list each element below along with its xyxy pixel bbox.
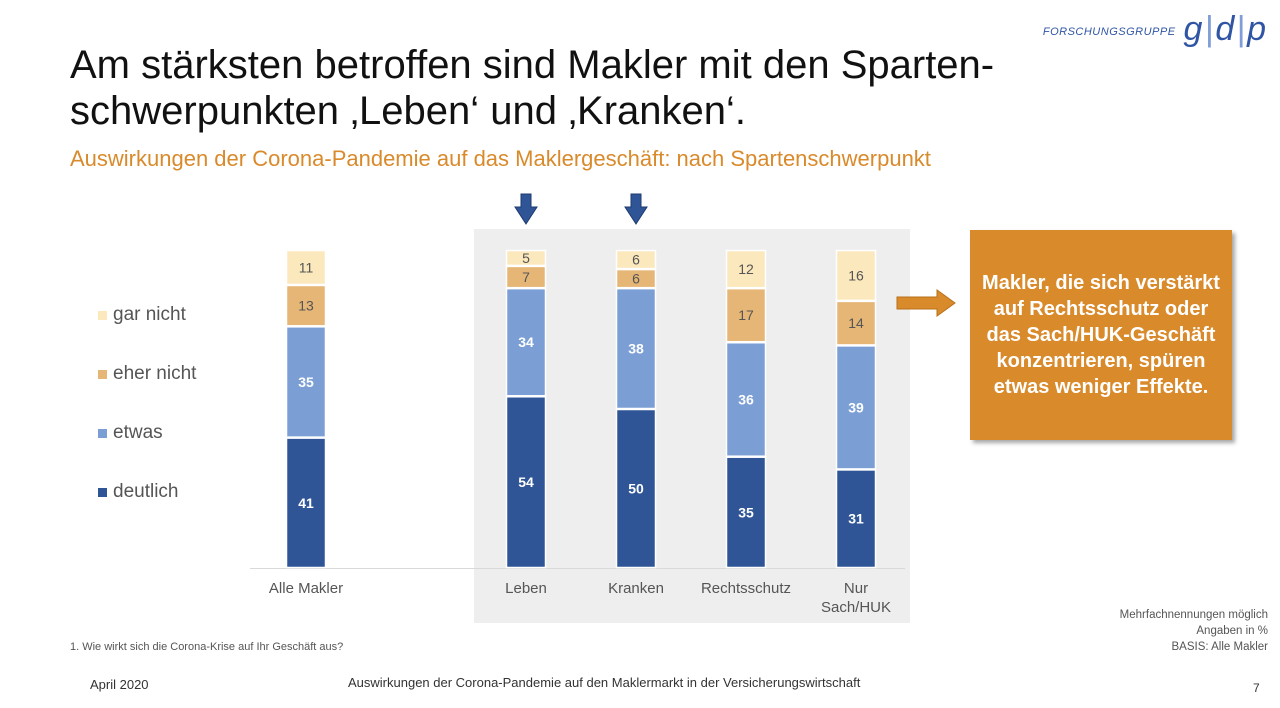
data-label-kranken-gar-nicht: 6 bbox=[632, 252, 640, 268]
data-label-nur-sach-huk-gar-nicht: 16 bbox=[848, 267, 864, 283]
data-label-rechtsschutz-etwas: 36 bbox=[738, 391, 754, 407]
data-label-rechtsschutz-deutlich: 35 bbox=[738, 504, 754, 520]
logo-letter-d: d bbox=[1215, 10, 1235, 48]
legend-label-gar-nicht: gar nicht bbox=[113, 304, 186, 325]
bar-kranken-eher-nicht bbox=[615, 268, 657, 289]
data-label-leben-etwas: 34 bbox=[518, 334, 534, 350]
bar-alle-makler-etwas bbox=[285, 326, 327, 438]
slide-title-line2: schwerpunkten ‚Leben‘ und ‚Kranken‘. bbox=[70, 89, 746, 133]
data-label-rechtsschutz-eher-nicht: 17 bbox=[738, 307, 754, 323]
logo: FORSCHUNGSGRUPPE g|d|p bbox=[1042, 10, 1266, 48]
highlight-arrow-leben bbox=[514, 193, 538, 225]
bar-nur-sach-huk-deutlich bbox=[835, 469, 877, 569]
note-multiple-answers: Mehrfachnennungen möglich bbox=[1119, 609, 1268, 621]
slide-subtitle: Auswirkungen der Corona-Pandemie auf das… bbox=[70, 146, 931, 171]
bar-kranken-etwas bbox=[615, 287, 657, 410]
bar-nur-sach-huk-gar-nicht bbox=[835, 249, 877, 302]
category-label-rechtsschutz: Rechtsschutz bbox=[701, 580, 791, 597]
category-label-nur-sach-huk-line1: Nur bbox=[844, 580, 868, 597]
footer-date: April 2020 bbox=[90, 677, 149, 692]
data-label-nur-sach-huk-eher-nicht: 14 bbox=[848, 315, 864, 331]
bar-leben-deutlich bbox=[505, 396, 547, 569]
data-label-alle-makler-gar-nicht: 11 bbox=[299, 259, 314, 275]
data-label-nur-sach-huk-etwas: 39 bbox=[848, 399, 864, 415]
legend-item-deutlich: deutlich bbox=[98, 481, 179, 503]
logo-small-text: FORSCHUNGSGRUPPE bbox=[1042, 26, 1176, 38]
legend-swatch-deutlich bbox=[98, 487, 107, 497]
notes-box: Mehrfachnennungen möglich Angaben in % B… bbox=[1120, 607, 1268, 655]
data-label-nur-sach-huk-deutlich: 31 bbox=[848, 511, 864, 527]
category-label-nur-sach-huk-line2: Sach/HUK bbox=[821, 599, 891, 616]
logo-letter-g: g bbox=[1183, 10, 1203, 48]
callout-box: Makler, die sich verstärkt auf Rechtssch… bbox=[970, 230, 1232, 440]
bar-rechtsschutz-etwas bbox=[725, 341, 767, 457]
page-number: 7 bbox=[1253, 681, 1260, 695]
data-label-kranken-etwas: 38 bbox=[628, 341, 644, 357]
bar-alle-makler-eher-nicht bbox=[285, 284, 327, 327]
bar-rechtsschutz-gar-nicht bbox=[725, 249, 767, 289]
legend-label-etwas: etwas bbox=[113, 422, 163, 443]
bar-rechtsschutz-deutlich bbox=[725, 456, 767, 569]
category-label-leben: Leben bbox=[505, 580, 547, 597]
data-label-leben-deutlich: 54 bbox=[518, 474, 534, 490]
bar-rechtsschutz-eher-nicht bbox=[725, 287, 767, 343]
bar-leben-etwas bbox=[505, 287, 547, 397]
data-label-alle-makler-eher-nicht: 13 bbox=[298, 298, 314, 314]
callout-arrow bbox=[896, 289, 956, 317]
category-label-kranken: Kranken bbox=[608, 580, 664, 597]
logo-letter-p: p bbox=[1247, 10, 1266, 48]
bar-leben-gar-nicht bbox=[505, 249, 547, 267]
highlight-arrow-kranken bbox=[624, 193, 648, 225]
note-unit: Angaben in % bbox=[1196, 625, 1268, 637]
data-label-kranken-deutlich: 50 bbox=[628, 481, 644, 497]
data-label-kranken-eher-nicht: 6 bbox=[632, 271, 640, 287]
legend-label-deutlich: deutlich bbox=[113, 481, 179, 502]
bar-alle-makler-gar-nicht bbox=[285, 249, 327, 286]
data-label-rechtsschutz-gar-nicht: 12 bbox=[738, 261, 754, 277]
data-label-leben-gar-nicht: 5 bbox=[522, 250, 530, 266]
bar-nur-sach-huk-eher-nicht bbox=[835, 300, 877, 346]
slide-title-line1: Am stärksten betroffen sind Makler mit d… bbox=[70, 43, 995, 87]
bar-kranken-gar-nicht bbox=[615, 249, 657, 270]
legend-label-eher-nicht: eher nicht bbox=[113, 363, 197, 384]
data-label-alle-makler-deutlich: 41 bbox=[298, 495, 314, 511]
legend-swatch-gar-nicht bbox=[98, 310, 107, 320]
bar-nur-sach-huk-etwas bbox=[835, 345, 877, 470]
bar-kranken-deutlich bbox=[615, 408, 657, 569]
bar-alle-makler-deutlich bbox=[285, 437, 327, 569]
legend-swatch-eher-nicht bbox=[98, 369, 107, 379]
footer-title: Auswirkungen der Corona-Pandemie auf den… bbox=[348, 675, 861, 690]
data-label-leben-eher-nicht: 7 bbox=[522, 269, 530, 285]
bar-leben-eher-nicht bbox=[505, 265, 547, 289]
category-label-alle-makler: Alle Makler bbox=[269, 580, 343, 597]
legend-swatch-etwas bbox=[98, 428, 107, 438]
legend-item-etwas: etwas bbox=[98, 422, 163, 444]
legend-item-gar-nicht: gar nicht bbox=[98, 304, 186, 326]
data-label-alle-makler-etwas: 35 bbox=[298, 374, 314, 390]
note-basis: BASIS: Alle Makler bbox=[1171, 641, 1268, 653]
question-footnote: 1. Wie wirkt sich die Corona-Krise auf I… bbox=[70, 641, 344, 653]
logo-mark: g|d|p bbox=[1183, 10, 1266, 48]
slide-title: Am stärksten betroffen sind Makler mit d… bbox=[70, 42, 1070, 134]
legend-item-eher-nicht: eher nicht bbox=[98, 363, 196, 385]
